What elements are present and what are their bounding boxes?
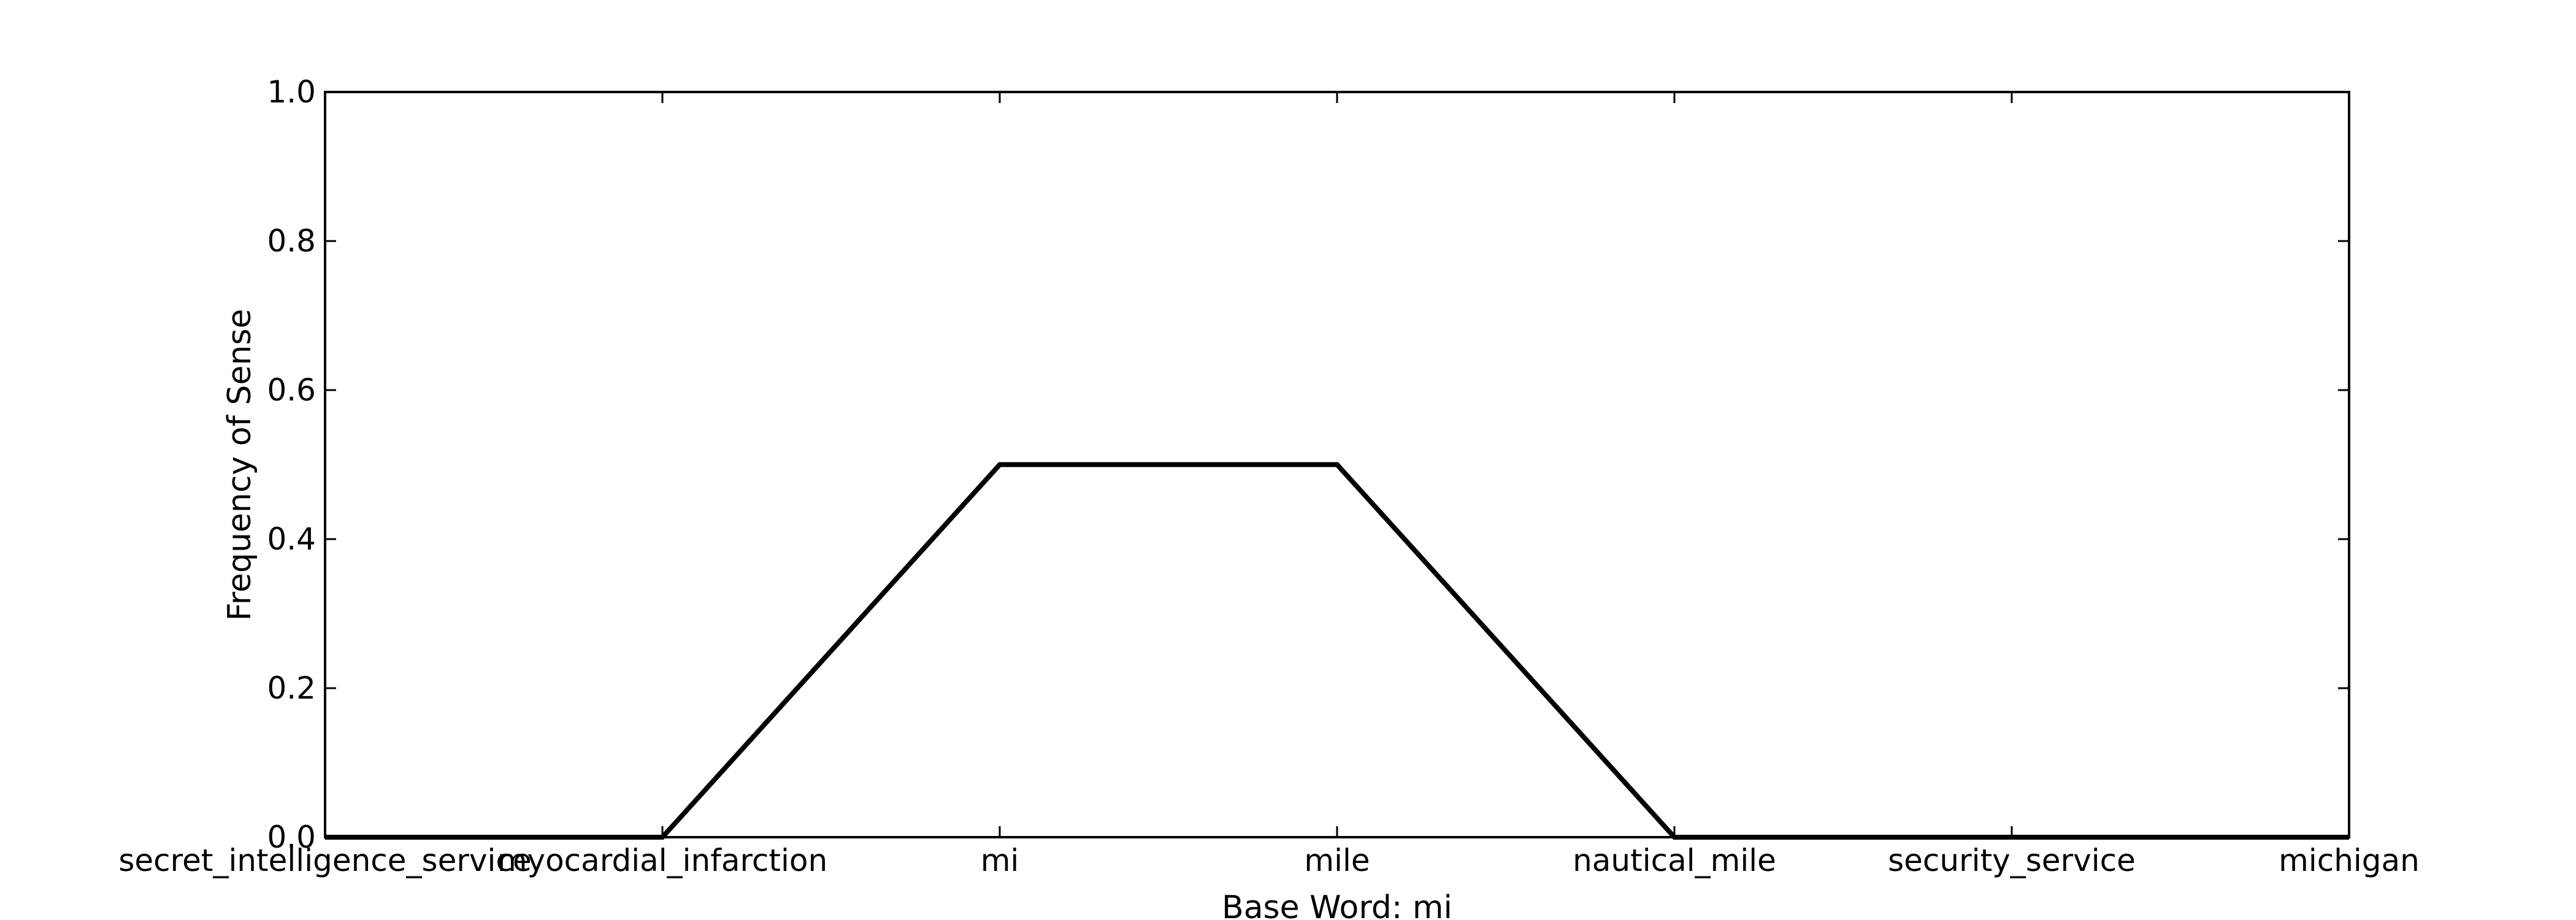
y-axis-label: Frequency of Sense (221, 309, 258, 621)
y-tick-label: 0.2 (267, 670, 316, 706)
y-tick-label: 0.8 (267, 223, 316, 259)
y-tick-label: 0.0 (267, 819, 316, 855)
x-tick-label: secret_intelligence_service (118, 843, 531, 878)
plot-frame (324, 91, 2350, 838)
y-tick-label: 0.4 (267, 521, 316, 557)
x-tick-label: nautical_mile (1573, 843, 1776, 878)
y-tick-label: 0.6 (267, 372, 316, 408)
x-tick-label: mile (1304, 843, 1370, 878)
x-tick-label: security_service (1888, 843, 2136, 878)
y-tick-label: 1.0 (267, 74, 316, 110)
x-tick-labels: secret_intelligence_servicemyocardial_in… (118, 843, 2420, 878)
x-tick-label: mi (981, 843, 1019, 878)
x-axis-label: Base Word: mi (1222, 889, 1452, 920)
x-tick-label: michigan (2279, 843, 2420, 878)
y-tick-labels: 0.0 0.2 0.4 0.6 0.8 1.0 (267, 74, 316, 855)
x-tick-label: myocardial_infarction (497, 843, 827, 878)
